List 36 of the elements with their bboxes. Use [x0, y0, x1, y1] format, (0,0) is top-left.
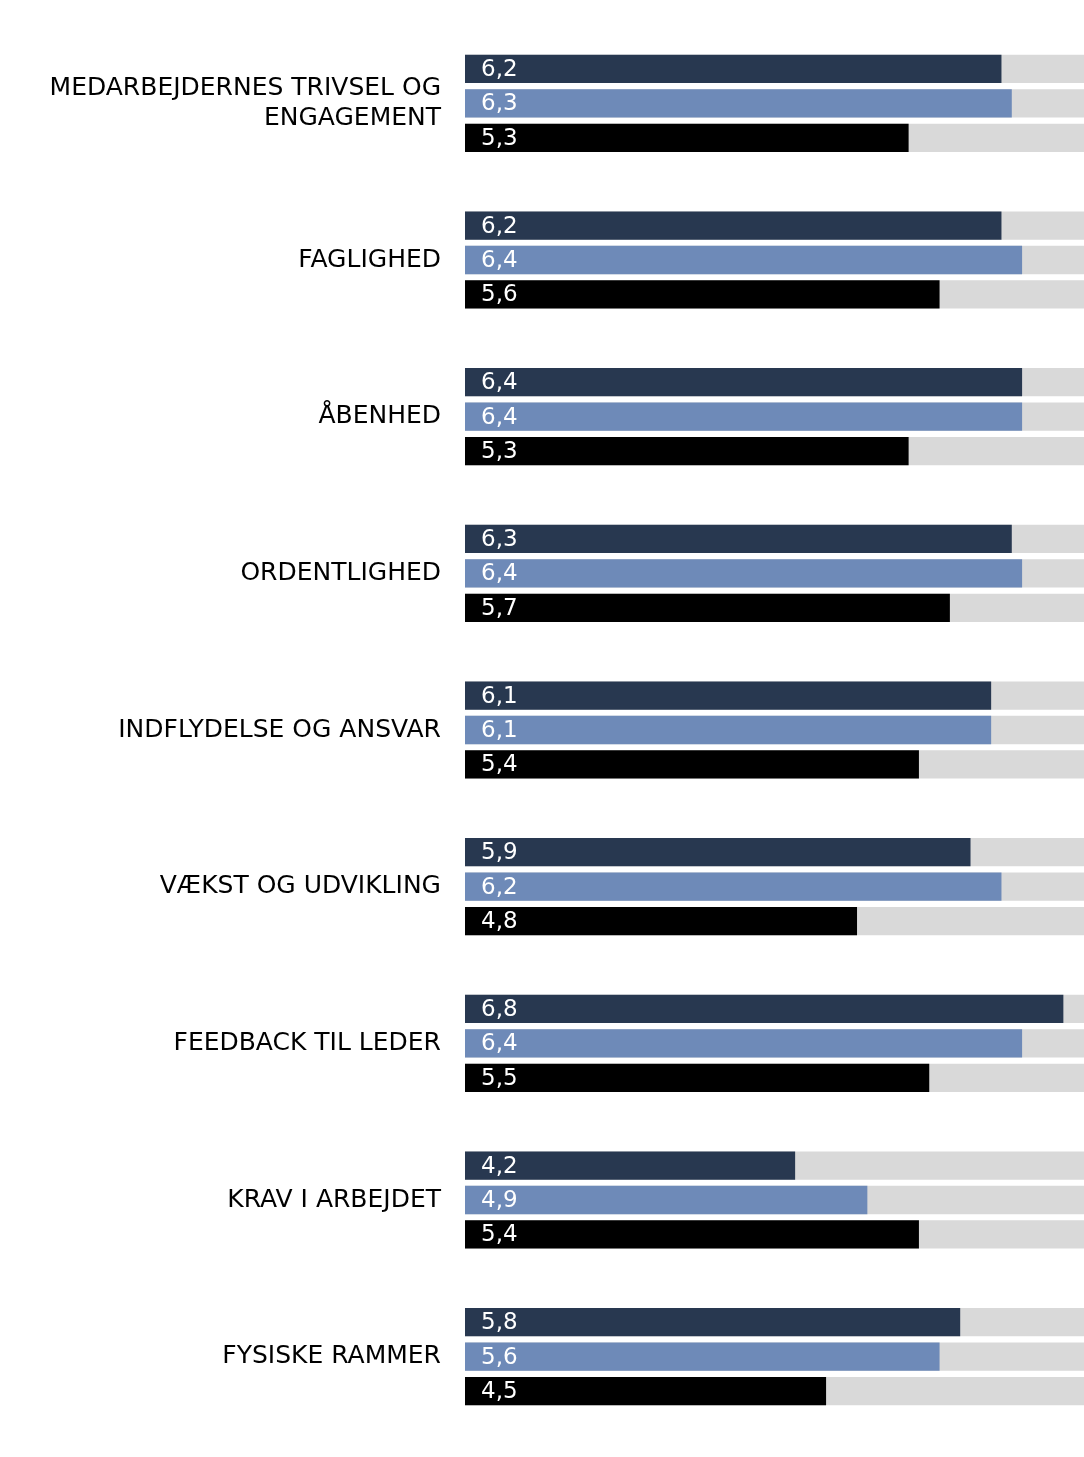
- data-label: 4,2: [481, 1151, 518, 1178]
- data-label: 6,8: [481, 994, 518, 1021]
- data-label: 5,8: [481, 1308, 518, 1335]
- data-label: 6,2: [481, 211, 518, 238]
- data-label: 5,4: [481, 1220, 518, 1247]
- y-tick-label: FYSISKE RAMMER: [222, 1340, 441, 1370]
- data-label: 5,5: [481, 1063, 518, 1090]
- data-label: 6,4: [481, 368, 518, 395]
- data-label: 5,9: [481, 838, 518, 865]
- data-label: 6,3: [481, 524, 518, 551]
- data-label: 6,1: [481, 715, 518, 742]
- data-label: 6,4: [481, 559, 518, 586]
- y-tick-label: ORDENTLIGHED: [240, 556, 441, 586]
- data-label: 6,4: [481, 402, 518, 429]
- y-tick-label: MEDARBEJDERNES TRIVSEL OG ENGAGEMENT: [49, 71, 442, 131]
- data-label: 6,3: [481, 89, 518, 116]
- data-label: 4,9: [481, 1185, 518, 1212]
- data-label: 5,7: [481, 593, 518, 620]
- data-label: 6,2: [481, 872, 518, 899]
- data-label: 6,4: [481, 245, 518, 272]
- data-label: 5,3: [481, 437, 518, 464]
- data-label: 5,4: [481, 750, 518, 777]
- y-tick-label: VÆKST OG UDVIKLING: [159, 870, 441, 900]
- data-label: 4,8: [481, 907, 518, 934]
- y-tick-label: ÅBENHED: [318, 400, 441, 430]
- y-tick-label: KRAV I ARBEJDET: [227, 1183, 442, 1213]
- data-label: 6,2: [481, 54, 518, 81]
- data-label: 5,6: [481, 1342, 518, 1369]
- data-label: 6,1: [481, 681, 518, 708]
- data-label: 5,6: [481, 280, 518, 307]
- data-label: 5,3: [481, 123, 518, 150]
- data-label: 6,4: [481, 1029, 518, 1056]
- y-tick-label: FEEDBACK TIL LEDER: [173, 1026, 441, 1056]
- y-tick-label: FAGLIGHED: [298, 243, 441, 273]
- data-label: 4,5: [481, 1377, 518, 1404]
- y-tick-label: INDFLYDELSE OG ANSVAR: [118, 713, 441, 743]
